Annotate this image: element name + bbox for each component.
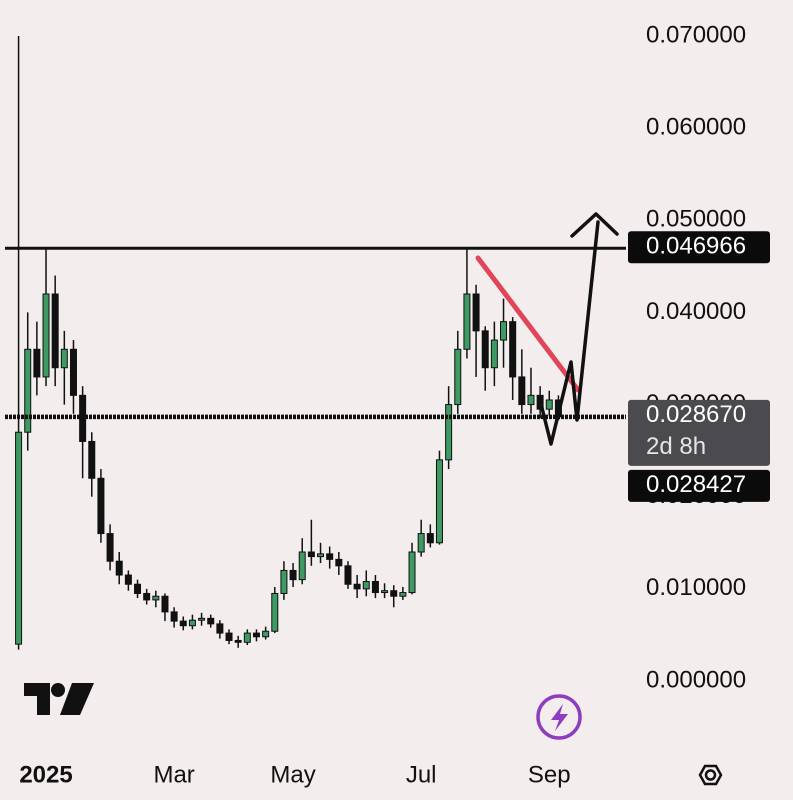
y-tick-label: 0.060000 — [646, 113, 746, 140]
candle-body — [33, 348, 41, 378]
candle-body — [216, 623, 224, 634]
price-label: 0.028427 — [646, 471, 746, 498]
candle-body — [317, 553, 325, 558]
y-tick-label: 0.010000 — [646, 574, 746, 601]
candle-body — [435, 459, 443, 544]
price-label: 0.028670 — [646, 401, 746, 428]
axis-labels: 0.0000000.0100000.0200000.0300000.040000… — [19, 21, 770, 788]
candle-body — [234, 639, 242, 643]
candle-body — [518, 376, 526, 406]
price-box — [628, 469, 770, 502]
candle-body — [88, 440, 96, 479]
candle-body — [408, 551, 416, 594]
candle-body — [362, 580, 370, 590]
candle-body — [463, 293, 471, 350]
candle-body — [252, 632, 260, 638]
candle-body — [326, 553, 334, 560]
trend-line — [475, 255, 581, 393]
candle-body — [60, 348, 68, 369]
candle-body — [371, 580, 379, 594]
candle-body — [280, 569, 288, 594]
candle-body — [179, 620, 187, 627]
candle-body — [51, 293, 59, 369]
candle-body — [545, 399, 553, 410]
candle-body — [24, 348, 32, 433]
candle-body — [271, 592, 279, 632]
candle-body — [106, 533, 114, 562]
candle-body — [188, 619, 196, 627]
y-tick-label: 0.000000 — [646, 666, 746, 693]
y-tick-label: 0.040000 — [646, 298, 746, 325]
candle-body — [15, 431, 23, 645]
candle-body — [134, 583, 142, 594]
candle-body — [454, 348, 462, 406]
y-tick-label: 0.050000 — [646, 206, 746, 233]
y-tick-label: 0.070000 — [646, 21, 746, 48]
candle-body — [472, 293, 480, 332]
candle-body — [298, 551, 306, 581]
candle-body — [353, 583, 361, 590]
candle-body — [490, 339, 498, 369]
candle-body — [509, 321, 517, 378]
price-box — [628, 231, 770, 264]
lightning-button[interactable] — [536, 694, 582, 740]
candle-body — [124, 574, 132, 585]
candle-body — [399, 592, 407, 597]
projection-arrow — [538, 212, 619, 446]
candle-body — [262, 630, 270, 638]
settings-button[interactable] — [698, 764, 723, 786]
candle-body — [417, 533, 425, 553]
x-tick-label: May — [270, 761, 315, 788]
candle-body — [152, 595, 160, 601]
candle-body — [42, 293, 50, 378]
x-tick-label: Jul — [406, 761, 437, 788]
candle-body — [500, 321, 508, 341]
price-label: 0.046966 — [646, 233, 746, 260]
tradingview-logo — [24, 683, 94, 715]
candle-body — [445, 404, 453, 461]
candle-body — [344, 565, 352, 585]
candle-body — [115, 560, 123, 576]
candle-body — [198, 617, 206, 621]
candle-body — [69, 348, 77, 396]
countdown-label: 2d 8h — [646, 433, 706, 460]
x-tick-label: Sep — [528, 761, 571, 788]
candle-body — [225, 632, 233, 641]
candle-body — [97, 477, 105, 535]
candle-body — [426, 533, 434, 544]
candle-body — [143, 592, 151, 601]
candle-body — [289, 569, 297, 581]
candle-body — [243, 632, 251, 643]
candle-body — [381, 590, 389, 594]
drawings — [475, 212, 619, 446]
candle-body — [527, 394, 535, 406]
candle-body — [335, 558, 343, 567]
candle-body — [390, 590, 398, 597]
candle-body — [481, 330, 489, 369]
candle-body — [207, 617, 215, 625]
candle-body — [170, 611, 178, 622]
candle-body — [307, 551, 315, 558]
candle-body — [161, 595, 169, 613]
x-tick-label: 2025 — [19, 761, 72, 788]
x-tick-label: Mar — [153, 761, 194, 788]
price-box — [628, 399, 770, 466]
